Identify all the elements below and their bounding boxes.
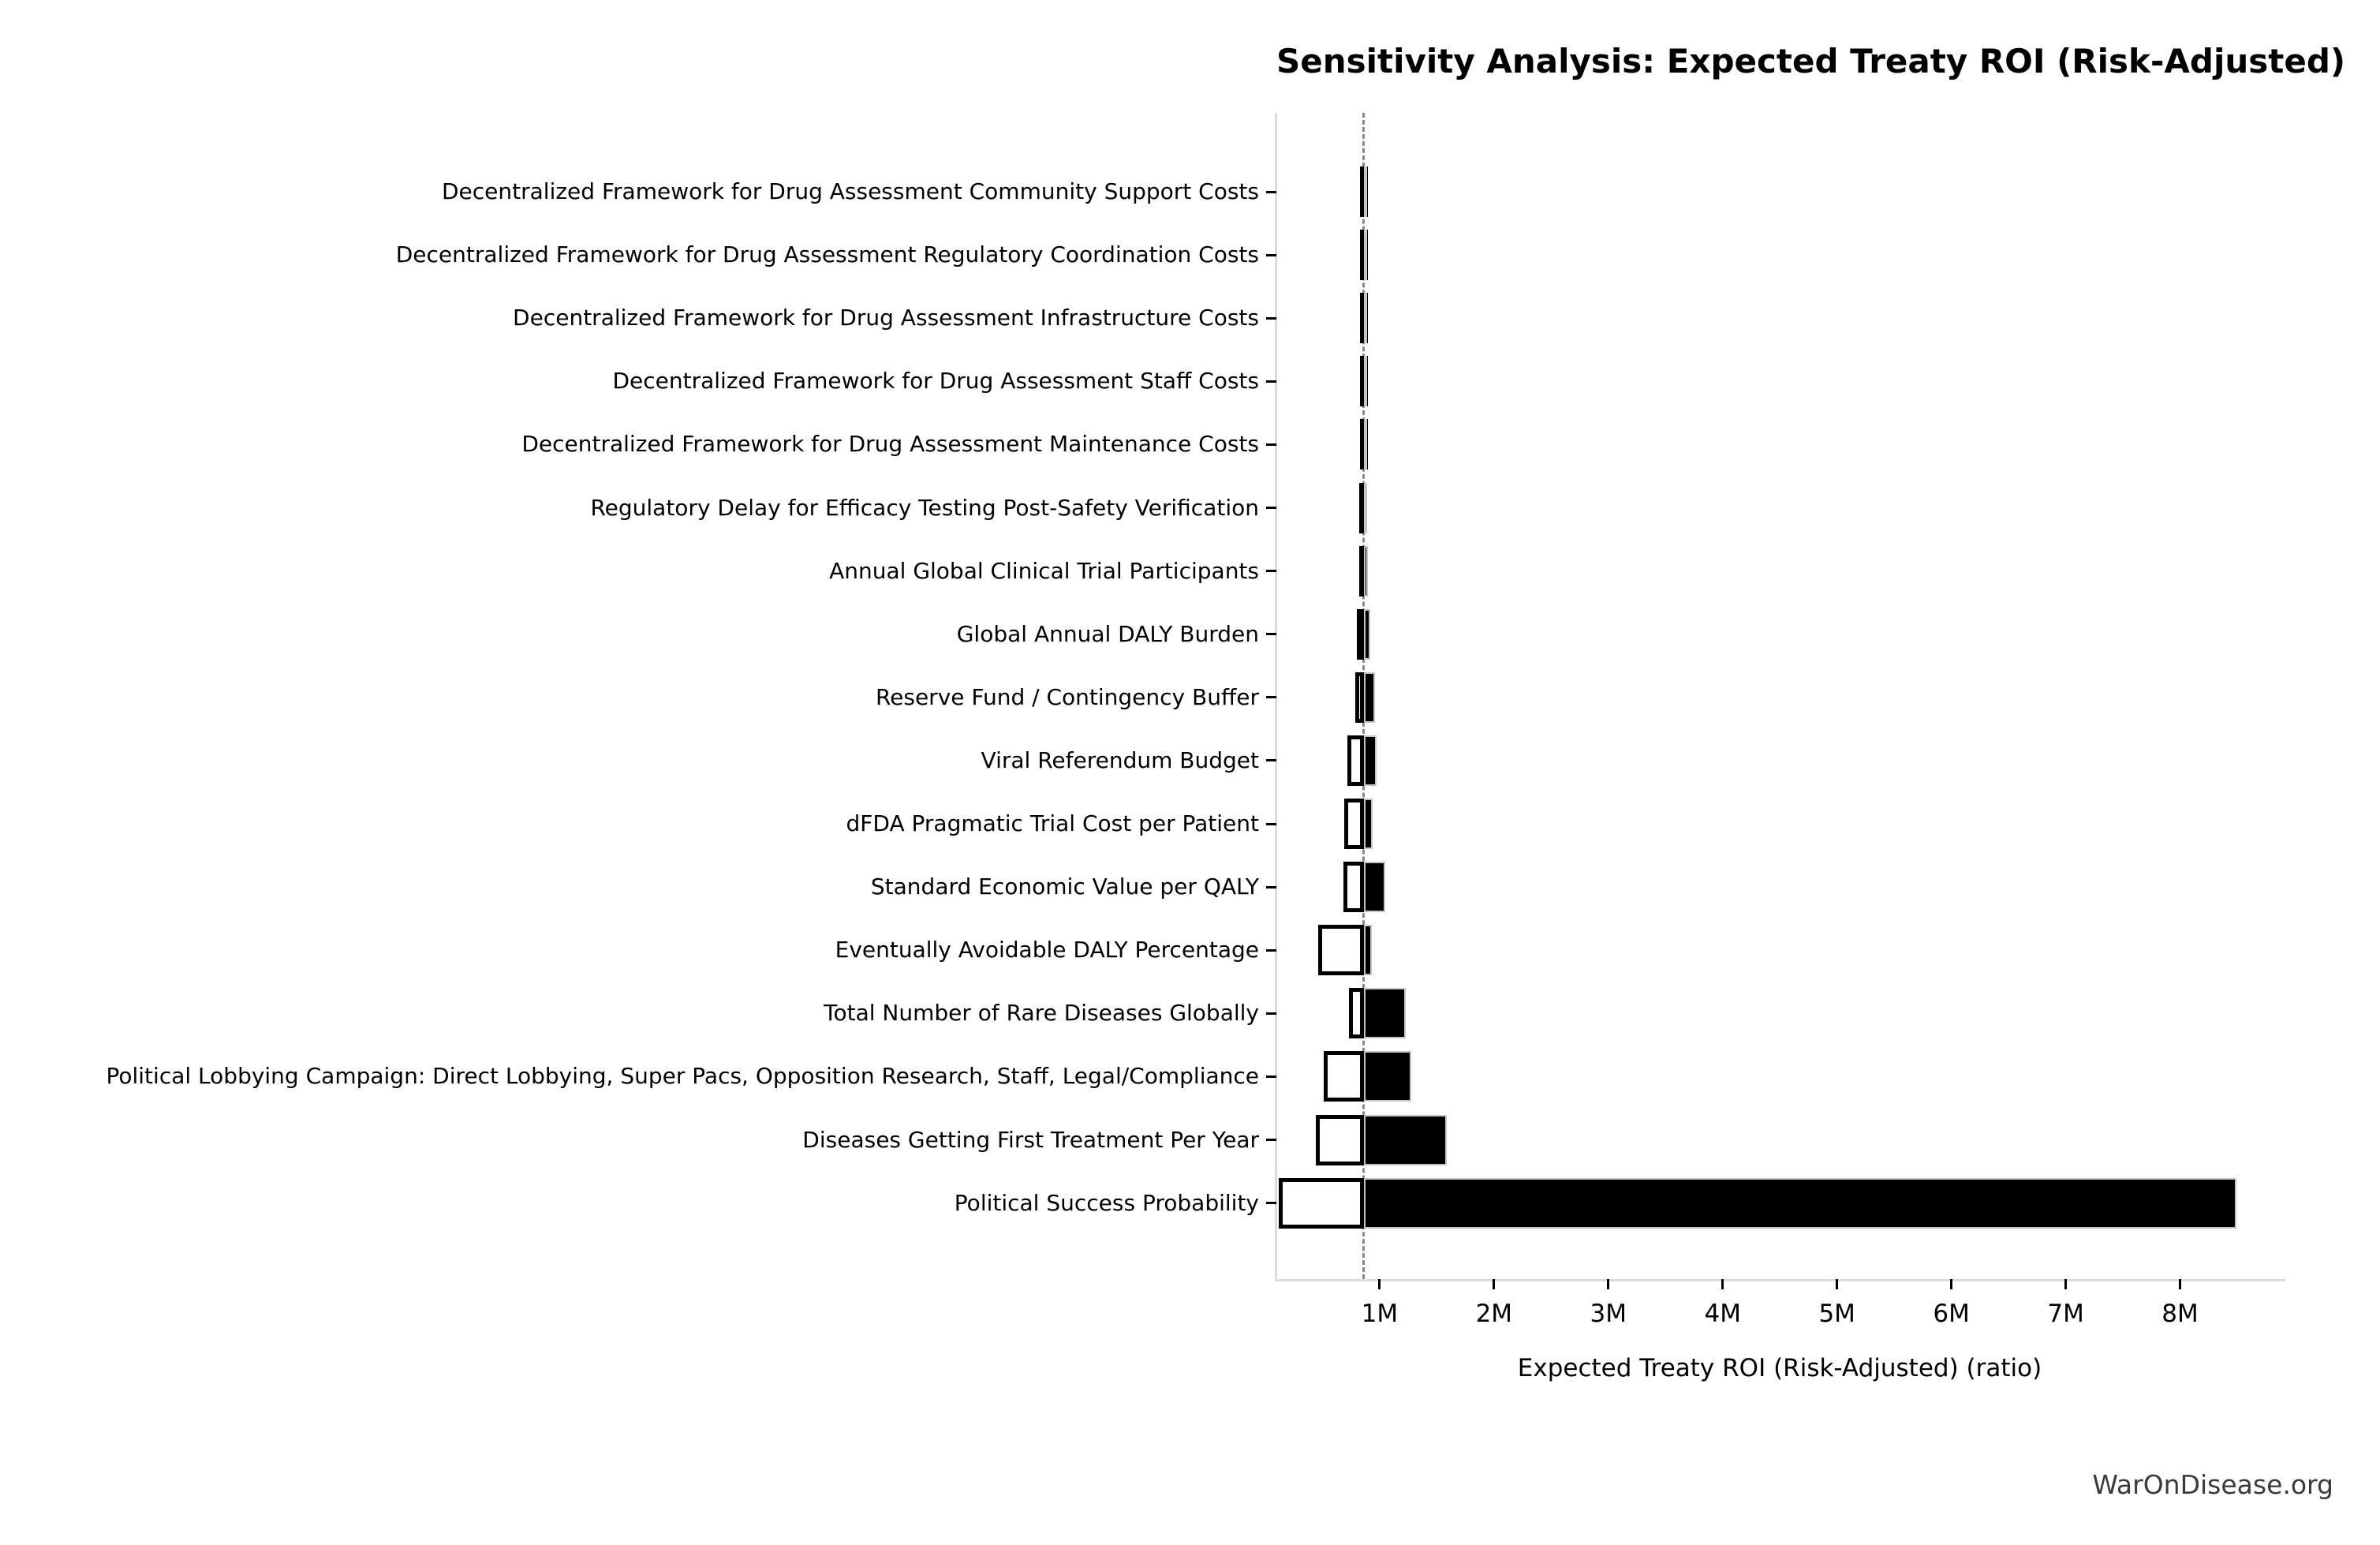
high-value-bar <box>1363 671 1376 723</box>
y-tick-mark <box>1266 1139 1276 1141</box>
y-tick-mark <box>1266 1012 1276 1015</box>
low-value-bar <box>1317 925 1364 976</box>
plot-area <box>1276 113 2283 1279</box>
high-value-bar <box>1363 230 1367 281</box>
x-tick-label: 8M <box>2161 1300 2199 1328</box>
y-tick-mark <box>1266 253 1276 256</box>
category-label: Political Lobbying Campaign: Direct Lobb… <box>106 1063 1259 1090</box>
category-label: Decentralized Framework for Drug Assessm… <box>442 178 1259 204</box>
y-tick-mark <box>1266 316 1276 320</box>
x-tick-mark <box>1836 1279 1839 1289</box>
x-tick-mark <box>1607 1279 1610 1289</box>
category-label: Global Annual DALY Burden <box>956 620 1259 647</box>
high-value-bar <box>1363 545 1369 597</box>
category-label: Standard Economic Value per QALY <box>870 874 1259 900</box>
x-tick-mark <box>1950 1279 1953 1289</box>
category-label: Diseases Getting First Treatment Per Yea… <box>802 1126 1259 1153</box>
high-value-bar <box>1363 1114 1448 1165</box>
high-value-bar <box>1363 293 1367 344</box>
x-axis-label: Expected Treaty ROI (Risk-Adjusted) (rat… <box>1517 1354 2042 1382</box>
category-label: Regulatory Delay for Efficacy Testing Po… <box>590 494 1259 521</box>
low-value-bar <box>1356 608 1365 660</box>
category-label: Political Success Probability <box>954 1189 1259 1216</box>
high-value-bar <box>1363 482 1367 533</box>
watermark: WarOnDisease.org <box>2092 1469 2333 1500</box>
y-tick-mark <box>1266 822 1276 825</box>
y-tick-mark <box>1266 190 1276 193</box>
high-value-bar <box>1363 608 1371 660</box>
category-label: Total Number of Rare Diseases Globally <box>824 1000 1259 1027</box>
high-value-bar <box>1363 166 1367 217</box>
y-tick-mark <box>1266 443 1276 446</box>
low-value-bar <box>1279 1177 1364 1229</box>
low-value-bar <box>1343 862 1364 913</box>
x-tick-mark <box>1721 1279 1724 1289</box>
x-tick-label: 1M <box>1361 1300 1399 1328</box>
category-label: Reserve Fund / Contingency Buffer <box>875 683 1259 710</box>
x-tick-label: 5M <box>1818 1300 1855 1328</box>
category-label: dFDA Pragmatic Trial Cost per Patient <box>846 810 1260 836</box>
low-value-bar <box>1347 735 1364 786</box>
x-tick-label: 7M <box>2047 1300 2084 1328</box>
category-label: Decentralized Framework for Drug Assessm… <box>513 305 1259 331</box>
high-value-bar <box>1363 862 1386 913</box>
low-value-bar <box>1355 671 1364 723</box>
low-value-bar <box>1323 1051 1364 1102</box>
y-tick-mark <box>1266 948 1276 952</box>
category-label: Annual Global Clinical Trial Participant… <box>829 557 1259 584</box>
x-tick-mark <box>1493 1279 1496 1289</box>
x-axis-spine <box>1275 1279 2285 1281</box>
y-tick-mark <box>1266 1202 1276 1205</box>
x-tick-label: 6M <box>1933 1300 1970 1328</box>
high-value-bar <box>1363 735 1377 786</box>
category-label: Decentralized Framework for Drug Assessm… <box>612 368 1259 395</box>
y-tick-mark <box>1266 633 1276 636</box>
y-tick-mark <box>1266 759 1276 762</box>
high-value-bar <box>1363 1177 2236 1229</box>
category-label: Decentralized Framework for Drug Assessm… <box>395 241 1259 268</box>
chart-title: Sensitivity Analysis: Expected Treaty RO… <box>1276 42 2346 80</box>
x-tick-label: 4M <box>1704 1300 1741 1328</box>
category-label: Viral Referendum Budget <box>981 746 1259 773</box>
y-tick-mark <box>1266 570 1276 573</box>
high-value-bar <box>1363 1051 1412 1102</box>
category-label: Decentralized Framework for Drug Assessm… <box>521 431 1259 458</box>
y-tick-mark <box>1266 380 1276 383</box>
y-tick-mark <box>1266 696 1276 699</box>
low-value-bar <box>1348 988 1364 1039</box>
y-tick-mark <box>1266 507 1276 509</box>
high-value-bar <box>1363 925 1372 976</box>
high-value-bar <box>1363 988 1407 1039</box>
x-tick-label: 2M <box>1475 1300 1513 1328</box>
x-tick-label: 3M <box>1590 1300 1627 1328</box>
high-value-bar <box>1363 799 1373 849</box>
x-tick-mark <box>1378 1279 1381 1289</box>
high-value-bar <box>1363 356 1367 407</box>
x-tick-mark <box>2064 1279 2068 1289</box>
y-tick-mark <box>1266 1075 1276 1078</box>
y-tick-mark <box>1266 885 1276 888</box>
low-value-bar <box>1315 1114 1364 1165</box>
category-label: Eventually Avoidable DALY Percentage <box>835 937 1259 963</box>
high-value-bar <box>1363 419 1367 470</box>
x-tick-mark <box>2179 1279 2182 1289</box>
low-value-bar <box>1343 799 1364 849</box>
